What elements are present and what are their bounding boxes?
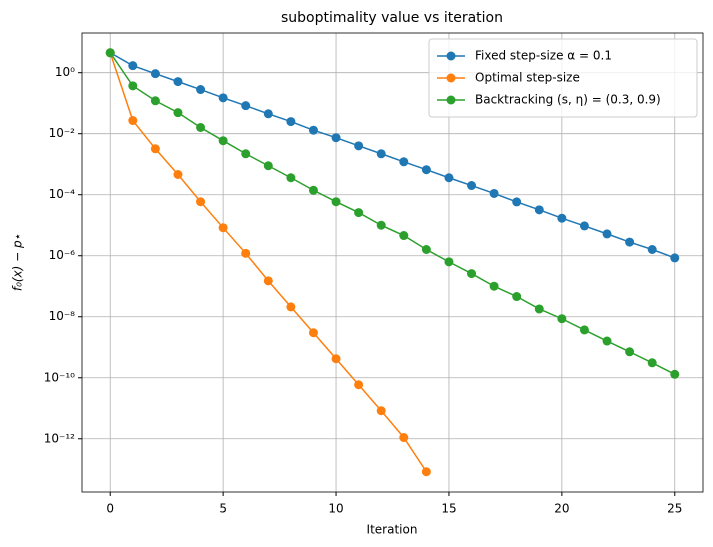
data-point <box>286 302 296 312</box>
data-point <box>512 292 522 302</box>
data-point <box>150 69 160 79</box>
data-point <box>602 336 612 346</box>
data-point <box>444 257 454 267</box>
data-point <box>196 85 206 95</box>
data-point <box>625 237 635 247</box>
data-point <box>670 369 680 379</box>
data-point <box>331 354 341 364</box>
y-tick-label: 10⁻¹² <box>44 431 75 445</box>
data-point <box>354 380 364 390</box>
x-tick-label: 10 <box>328 502 343 516</box>
data-point <box>602 229 612 239</box>
legend-label: Backtracking (s, η) = (0.3, 0.9) <box>475 93 661 107</box>
data-point <box>308 328 318 338</box>
data-point <box>512 197 522 207</box>
data-point <box>218 223 228 233</box>
y-tick-label: 10⁻¹⁰ <box>44 370 75 384</box>
data-point <box>557 314 567 324</box>
data-point <box>376 149 386 159</box>
data-point <box>128 116 138 126</box>
legend-label: Optimal step-size <box>475 71 580 85</box>
data-point <box>467 269 477 279</box>
data-point <box>579 325 589 335</box>
y-tick-label: 10⁻⁴ <box>49 187 76 201</box>
data-point <box>173 169 183 179</box>
data-point <box>196 197 206 207</box>
data-point <box>128 61 138 71</box>
data-point <box>105 48 115 58</box>
data-point <box>173 108 183 118</box>
data-point <box>263 276 273 286</box>
plot-frame <box>81 32 704 493</box>
data-point <box>354 141 364 151</box>
legend-box <box>428 38 698 118</box>
data-point <box>625 347 635 357</box>
data-point <box>534 304 544 314</box>
data-point <box>308 185 318 195</box>
data-point <box>444 173 454 183</box>
y-tick-label: 10⁻² <box>49 126 76 140</box>
data-point <box>218 136 228 146</box>
data-point <box>579 221 589 231</box>
data-point <box>647 245 657 255</box>
legend-marker <box>446 51 456 61</box>
plot-area <box>105 48 680 477</box>
chart-title: suboptimality value vs iteration <box>281 10 503 26</box>
data-point <box>467 181 477 191</box>
data-point <box>421 245 431 255</box>
data-point <box>421 165 431 175</box>
data-point <box>241 101 251 111</box>
data-point <box>670 253 680 263</box>
data-point <box>376 220 386 230</box>
data-point <box>150 96 160 106</box>
x-tick-label: 15 <box>441 502 456 516</box>
x-tick-label: 5 <box>219 502 227 516</box>
data-point <box>196 122 206 132</box>
x-tick-label: 0 <box>106 502 114 516</box>
data-point <box>557 213 567 223</box>
data-point <box>331 133 341 143</box>
data-point <box>331 197 341 207</box>
data-point <box>534 205 544 215</box>
data-point <box>150 144 160 154</box>
data-point <box>489 281 499 291</box>
data-point <box>421 467 431 477</box>
data-point <box>173 77 183 87</box>
data-point <box>241 149 251 159</box>
data-point <box>286 117 296 127</box>
data-point <box>399 433 409 443</box>
x-axis-label: Iteration <box>367 523 418 537</box>
y-tick-label: 10⁻⁸ <box>49 309 76 323</box>
data-point <box>218 93 228 103</box>
data-point <box>354 208 364 218</box>
y-tick-label: 10⁻⁶ <box>49 248 76 262</box>
data-point <box>647 358 657 368</box>
y-axis-label: f₀(x) − p⋆ <box>11 233 25 291</box>
legend-label: Fixed step-size α = 0.1 <box>475 49 612 63</box>
data-point <box>263 109 273 119</box>
legend-marker <box>446 95 456 105</box>
legend-marker <box>446 73 456 83</box>
data-point <box>263 161 273 171</box>
x-tick-label: 25 <box>667 502 682 516</box>
data-point <box>286 173 296 183</box>
y-tick-label: 10⁰ <box>55 65 75 79</box>
x-tick-label: 20 <box>554 502 569 516</box>
data-point <box>241 248 251 258</box>
data-point <box>489 188 499 198</box>
data-point <box>399 231 409 241</box>
data-point <box>399 157 409 167</box>
data-point <box>128 81 138 91</box>
data-point <box>376 406 386 416</box>
data-point <box>308 125 318 135</box>
